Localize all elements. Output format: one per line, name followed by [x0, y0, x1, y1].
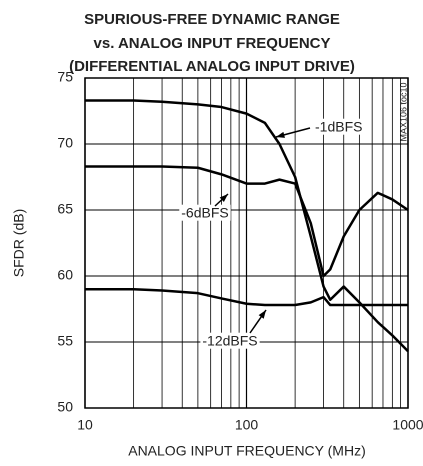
y-tick-label: 50: [57, 399, 73, 415]
x-tick-label: 10: [77, 417, 93, 433]
arrow-head: [276, 131, 285, 138]
y-tick-label: 75: [57, 69, 73, 85]
arrow-head: [219, 194, 228, 203]
arrow-head: [258, 310, 266, 319]
label-bg: [313, 118, 365, 135]
y-tick-label: 60: [57, 267, 73, 283]
series-label: -12dBFS: [202, 333, 257, 349]
chart-title: (DIFFERENTIAL ANALOG INPUT DRIVE): [69, 58, 355, 75]
side-label: MAX106 toc10: [398, 82, 408, 141]
chart-title: SPURIOUS-FREE DYNAMIC RANGE: [84, 11, 340, 28]
x-tick-label: 100: [235, 417, 259, 433]
chart-title: vs. ANALOG INPUT FREQUENCY: [94, 35, 331, 52]
series-line: [85, 99, 409, 353]
x-tick-label: 1000: [392, 417, 423, 433]
series-label: -1dBFS: [315, 119, 362, 135]
series-label: -6dBFS: [181, 205, 228, 221]
y-axis-label: SFDR (dB): [11, 209, 27, 277]
plot-frame: [84, 77, 409, 409]
series-line: [85, 165, 409, 278]
label-bg: [200, 332, 260, 349]
label-bg: [179, 204, 231, 221]
x-axis-label: ANALOG INPUT FREQUENCY (MHz): [128, 443, 366, 459]
y-tick-label: 55: [57, 333, 73, 349]
y-tick-label: 70: [57, 135, 73, 151]
series-line: [85, 287, 408, 307]
y-tick-label: 65: [57, 201, 73, 217]
